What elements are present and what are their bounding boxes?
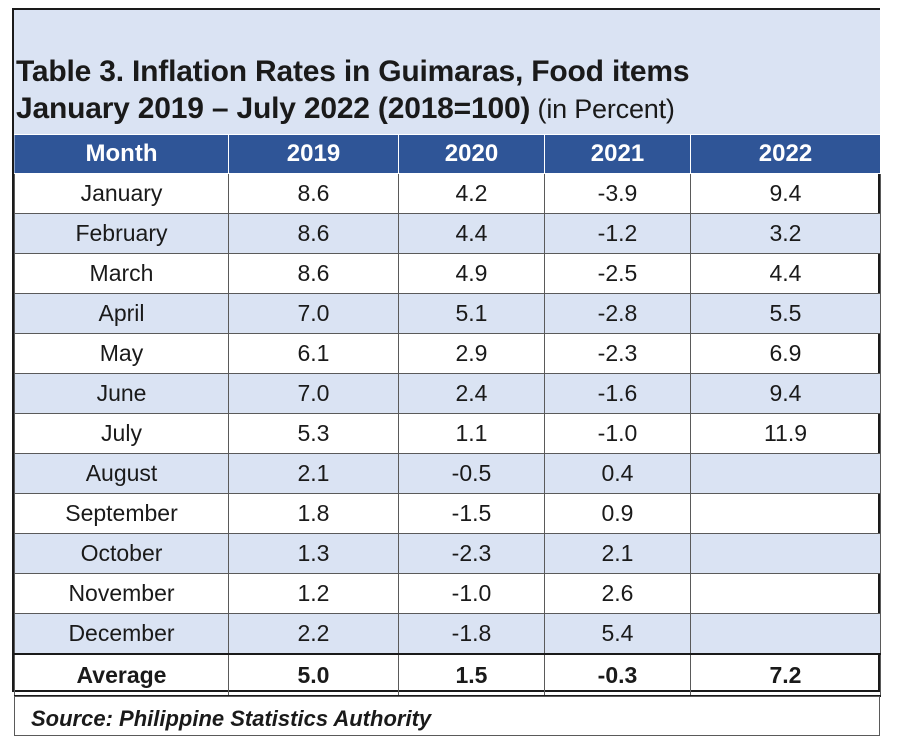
value-2020: -1.8 xyxy=(398,613,545,655)
value-2019: 8.6 xyxy=(228,173,399,214)
average-2021: -0.3 xyxy=(544,653,691,697)
table-row: February 8.6 4.4 -1.2 3.2 xyxy=(14,213,881,254)
value-2019: 8.6 xyxy=(228,253,399,294)
table-row: August 2.1 -0.5 0.4 xyxy=(14,453,881,494)
value-2021: -1.6 xyxy=(544,373,691,414)
table-title: Table 3. Inflation Rates in Guimaras, Fo… xyxy=(16,55,690,88)
value-2020: 2.9 xyxy=(398,333,545,374)
value-2021: -1.0 xyxy=(544,413,691,454)
value-2019: 8.6 xyxy=(228,213,399,254)
header-2020: 2020 xyxy=(398,134,545,174)
value-2021: -2.8 xyxy=(544,293,691,334)
month-cell: June xyxy=(14,373,229,414)
month-cell: July xyxy=(14,413,229,454)
value-2019: 7.0 xyxy=(228,373,399,414)
value-2020: -0.5 xyxy=(398,453,545,494)
value-2019: 2.2 xyxy=(228,613,399,655)
value-2022: 9.4 xyxy=(690,373,881,414)
value-2020: 4.4 xyxy=(398,213,545,254)
value-2021: 0.9 xyxy=(544,493,691,534)
table-row: October 1.3 -2.3 2.1 xyxy=(14,533,881,574)
source-box: Source: Philippine Statistics Authority xyxy=(14,696,880,736)
value-2022 xyxy=(690,493,881,534)
table-row: December 2.2 -1.8 5.4 xyxy=(14,613,881,655)
average-2020: 1.5 xyxy=(398,653,545,697)
table-row: April 7.0 5.1 -2.8 5.5 xyxy=(14,293,881,334)
header-2019: 2019 xyxy=(228,134,399,174)
value-2021: -1.2 xyxy=(544,213,691,254)
title-banner xyxy=(14,10,880,134)
source-note: Source: Philippine Statistics Authority xyxy=(31,706,432,731)
average-row: Average 5.0 1.5 -0.3 7.2 xyxy=(14,653,881,697)
value-2020: -1.5 xyxy=(398,493,545,534)
month-cell: September xyxy=(14,493,229,534)
month-cell: November xyxy=(14,573,229,614)
value-2021: 5.4 xyxy=(544,613,691,655)
table-period: January 2019 – July 2022 (2018=100) xyxy=(16,92,531,125)
value-2019: 2.1 xyxy=(228,453,399,494)
table-row: June 7.0 2.4 -1.6 9.4 xyxy=(14,373,881,414)
value-2022 xyxy=(690,613,881,655)
value-2019: 1.3 xyxy=(228,533,399,574)
value-2021: -2.3 xyxy=(544,333,691,374)
table-row: November 1.2 -1.0 2.6 xyxy=(14,573,881,614)
value-2022: 3.2 xyxy=(690,213,881,254)
table-row: January 8.6 4.2 -3.9 9.4 xyxy=(14,173,881,214)
month-cell: March xyxy=(14,253,229,294)
month-cell: December xyxy=(14,613,229,655)
table-subtitle: January 2019 – July 2022 (2018=100) (in … xyxy=(16,92,675,126)
value-2020: -2.3 xyxy=(398,533,545,574)
value-2019: 5.3 xyxy=(228,413,399,454)
month-cell: August xyxy=(14,453,229,494)
value-2021: 0.4 xyxy=(544,453,691,494)
value-2020: 5.1 xyxy=(398,293,545,334)
value-2022: 11.9 xyxy=(690,413,881,454)
value-2020: 1.1 xyxy=(398,413,545,454)
value-2019: 1.8 xyxy=(228,493,399,534)
value-2019: 6.1 xyxy=(228,333,399,374)
value-2020: 4.9 xyxy=(398,253,545,294)
month-cell: April xyxy=(14,293,229,334)
value-2022: 9.4 xyxy=(690,173,881,214)
month-cell: October xyxy=(14,533,229,574)
header-month: Month xyxy=(14,134,229,174)
value-2021: 2.1 xyxy=(544,533,691,574)
table-row: July 5.3 1.1 -1.0 11.9 xyxy=(14,413,881,454)
header-2021: 2021 xyxy=(544,134,691,174)
value-2021: -2.5 xyxy=(544,253,691,294)
header-2022: 2022 xyxy=(690,134,881,174)
average-2022: 7.2 xyxy=(690,653,881,697)
table-unit: (in Percent) xyxy=(530,94,675,124)
value-2019: 7.0 xyxy=(228,293,399,334)
value-2020: 2.4 xyxy=(398,373,545,414)
inflation-table: Month 2019 2020 2021 2022 January 8.6 4.2-… xyxy=(14,134,881,697)
value-2019: 1.2 xyxy=(228,573,399,614)
month-cell: February xyxy=(14,213,229,254)
value-2022: 4.4 xyxy=(690,253,881,294)
value-2021: 2.6 xyxy=(544,573,691,614)
value-2022 xyxy=(690,453,881,494)
value-2022 xyxy=(690,573,881,614)
month-cell: January xyxy=(14,173,229,214)
average-2019: 5.0 xyxy=(228,653,399,697)
table-row: March 8.6 4.9 -2.5 4.4 xyxy=(14,253,881,294)
value-2020: -1.0 xyxy=(398,573,545,614)
header-row: Month 2019 2020 2021 2022 xyxy=(14,134,881,174)
average-label: Average xyxy=(14,653,229,697)
month-cell: May xyxy=(14,333,229,374)
value-2022: 6.9 xyxy=(690,333,881,374)
value-2022: 5.5 xyxy=(690,293,881,334)
value-2020: 4.2 xyxy=(398,173,545,214)
table-row: May 6.1 2.9 -2.3 6.9 xyxy=(14,333,881,374)
value-2021: -3.9 xyxy=(544,173,691,214)
value-2022 xyxy=(690,533,881,574)
table-row: September 1.8 -1.5 0.9 xyxy=(14,493,881,534)
